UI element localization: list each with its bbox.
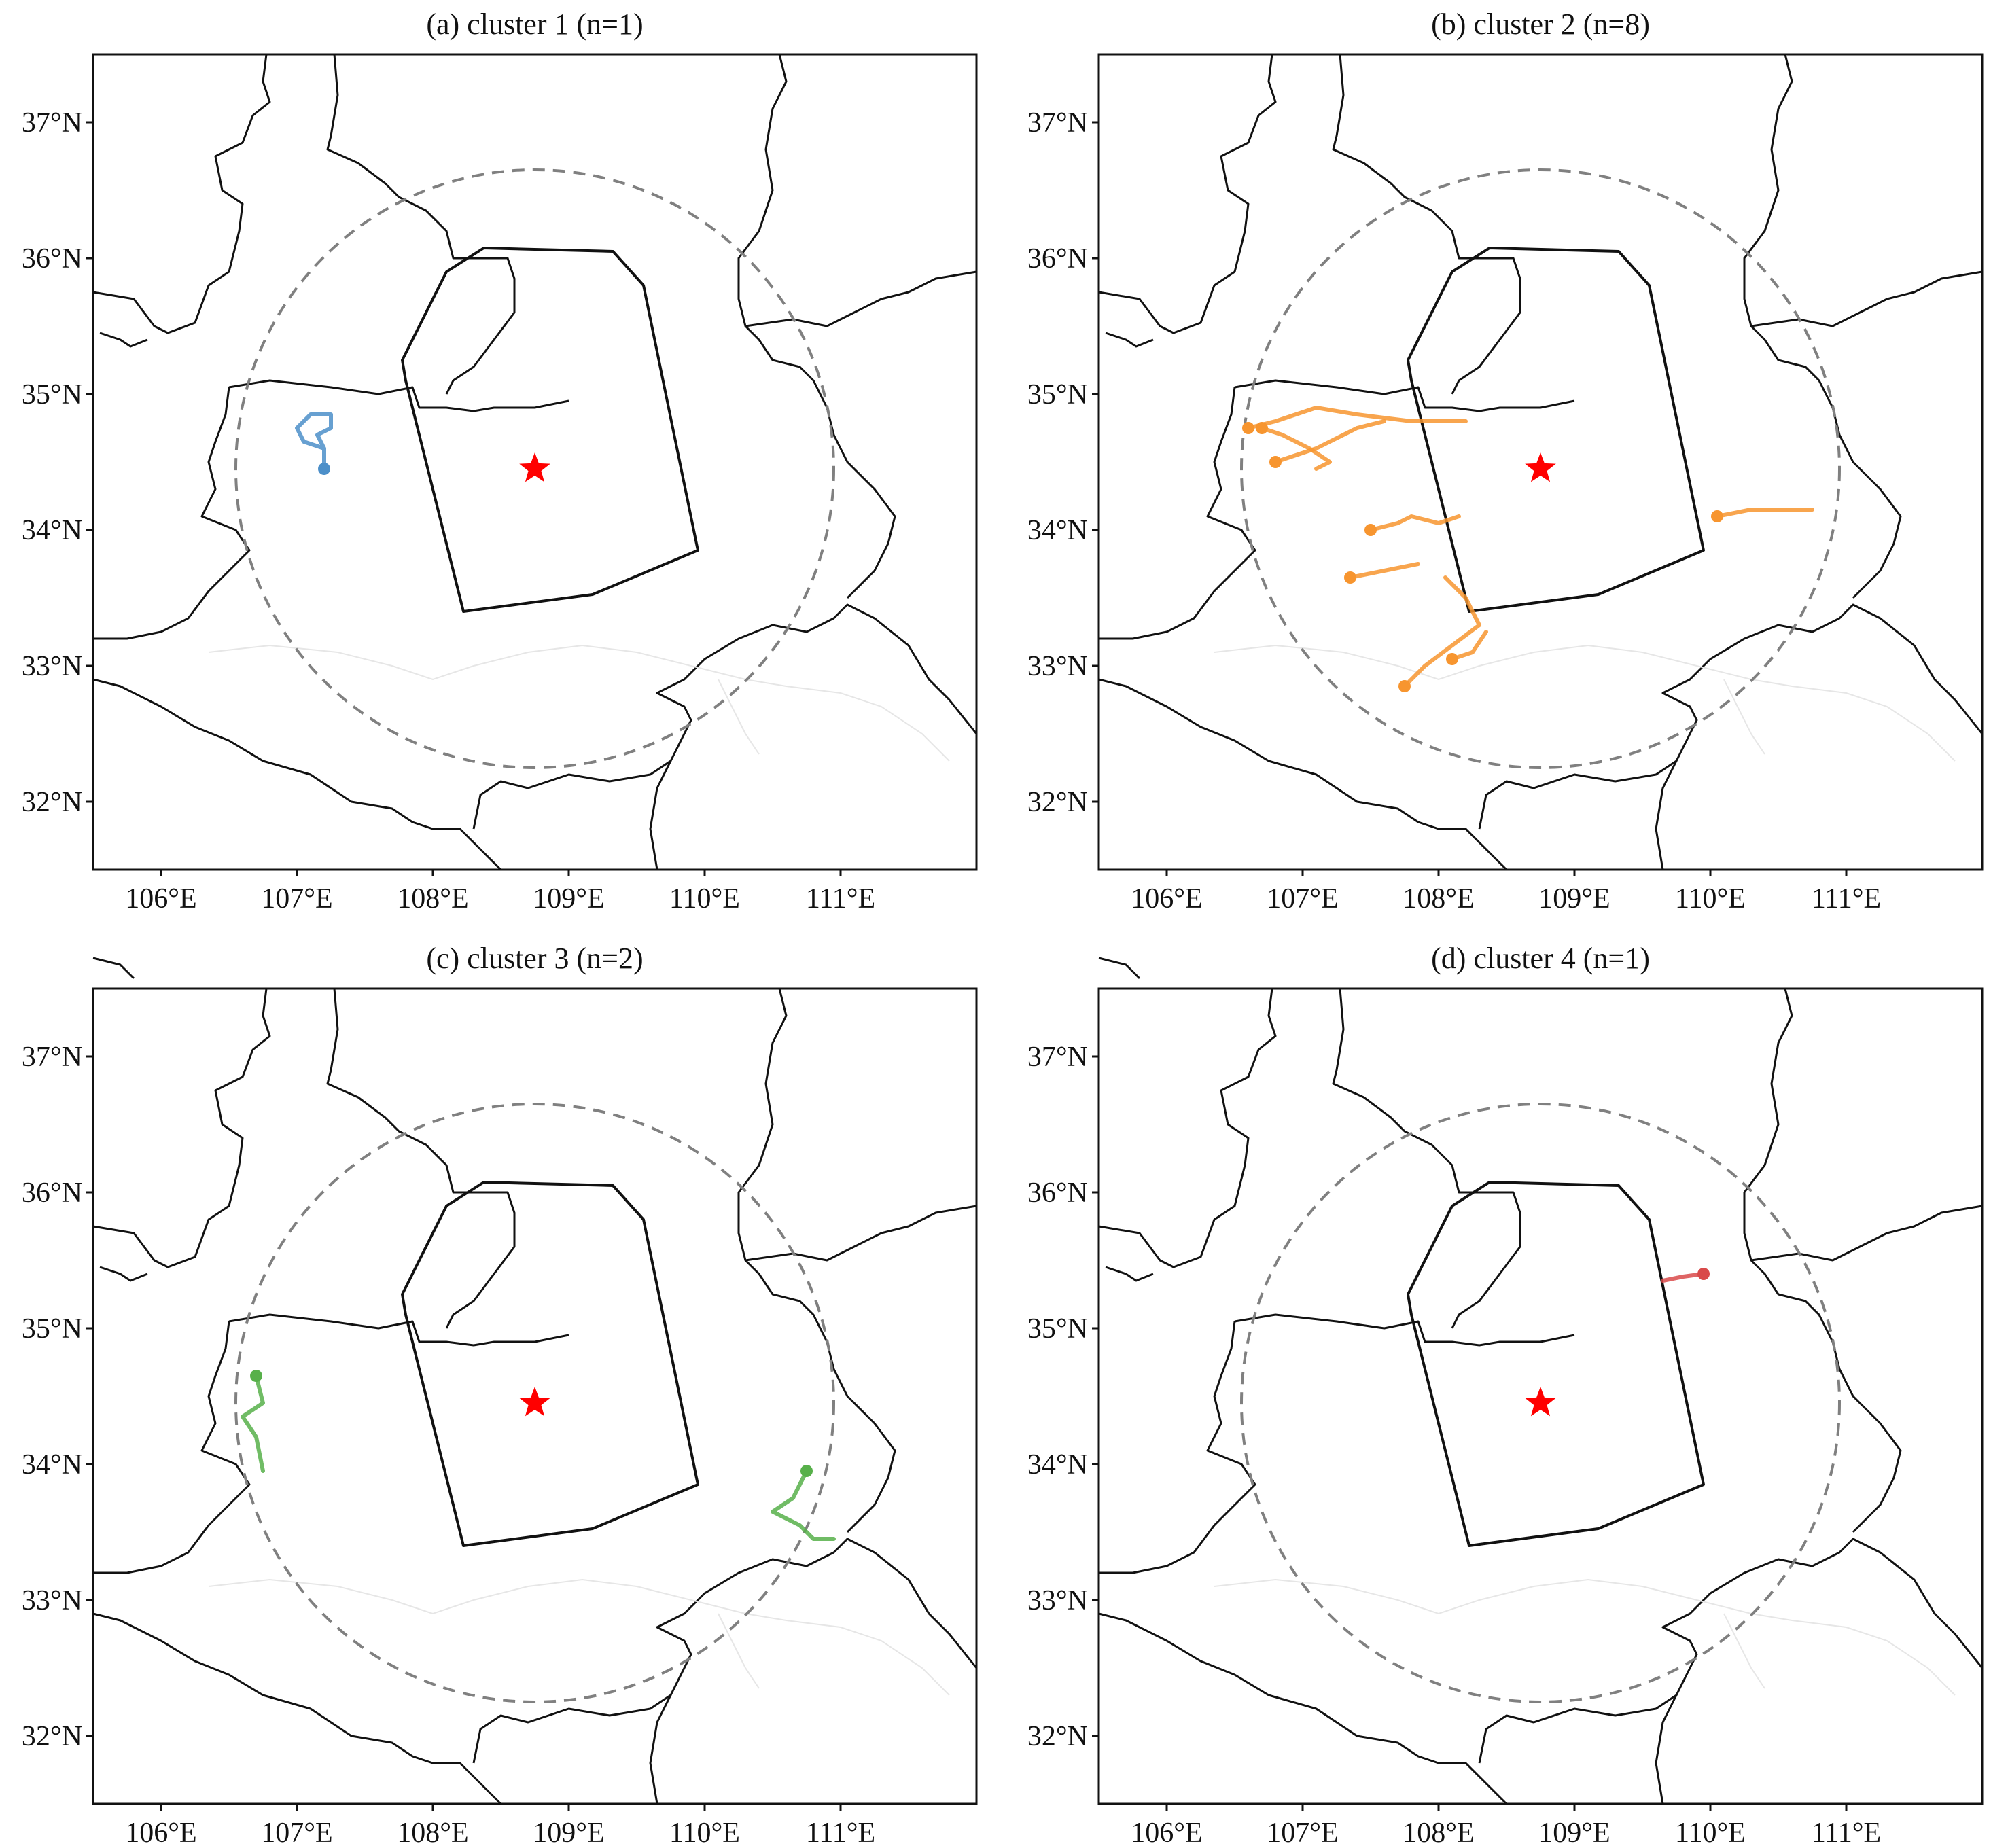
- x-tick-label: 110°E: [669, 883, 740, 914]
- boundary-lines: [92, 53, 978, 980]
- map-frame: [1097, 987, 1984, 1805]
- x-tick-label: 106°E: [125, 883, 196, 914]
- radius-circle: [234, 1103, 835, 1703]
- x-tick-label: 108°E: [397, 883, 468, 914]
- trajectory-start-point: [1711, 510, 1723, 522]
- trajectory-start-point: [1269, 456, 1282, 468]
- y-tick-label: 33°N: [22, 651, 82, 682]
- radius-circle: [1240, 1103, 1841, 1703]
- x-tick-label: 110°E: [669, 1817, 740, 1848]
- y-tick-label: 35°N: [22, 1313, 82, 1345]
- x-tick-label: 107°E: [1267, 883, 1338, 914]
- x-tick-label: 106°E: [1131, 883, 1202, 914]
- trajectory-line: [1260, 426, 1332, 471]
- y-tick-label: 32°N: [22, 1721, 82, 1752]
- trajectory-line: [1403, 575, 1481, 688]
- x-tick-label: 108°E: [1403, 1817, 1474, 1848]
- x-tick-label: 111°E: [806, 1817, 875, 1848]
- y-tick-label: 32°N: [1027, 1721, 1088, 1752]
- trajectory-start-point: [800, 1465, 813, 1477]
- trajectory-line: [1246, 406, 1468, 430]
- trajectory-start-point: [1446, 653, 1458, 665]
- x-tick-label: 108°E: [1403, 883, 1474, 914]
- y-tick-label: 33°N: [1027, 1585, 1088, 1616]
- trajectory-line: [241, 1374, 265, 1473]
- y-tick-label: 33°N: [22, 1585, 82, 1616]
- x-tick-label: 109°E: [1538, 1817, 1610, 1848]
- map-panel: (a) cluster 1 (n=1) 106°E 107°E 108°E 109°E 1…: [22, 7, 978, 980]
- panel-title: (d) cluster 4 (n=1): [1431, 942, 1650, 975]
- y-tick-label: 36°N: [22, 1177, 82, 1209]
- panel-title: (a) cluster 1 (n=1): [426, 7, 643, 41]
- trajectory-start-point: [318, 463, 330, 475]
- map-panel: (d) cluster 4 (n=1) 106°E 107°E 108°E 109°E 1…: [1027, 942, 1984, 1848]
- trajectory-start-point: [1398, 680, 1411, 692]
- trajectory-line: [771, 1469, 836, 1541]
- y-tick-label: 32°N: [22, 787, 82, 818]
- y-tick-label: 33°N: [1027, 651, 1088, 682]
- boundary-lines: [92, 987, 978, 1848]
- trajectory-start-point: [1256, 422, 1268, 434]
- trajectory-line: [1348, 562, 1420, 580]
- x-tick-label: 110°E: [1675, 1817, 1746, 1848]
- y-tick-label: 35°N: [1027, 1313, 1088, 1345]
- panel-title: (b) cluster 2 (n=8): [1431, 7, 1650, 41]
- x-tick-label: 107°E: [261, 1817, 332, 1848]
- y-tick-label: 34°N: [1027, 1449, 1088, 1480]
- y-tick-label: 37°N: [1027, 107, 1088, 139]
- y-tick-label: 32°N: [1027, 787, 1088, 818]
- map-frame: [92, 53, 978, 871]
- radius-circle: [234, 168, 835, 769]
- trajectory-line: [1715, 508, 1814, 518]
- map-panel: (b) cluster 2 (n=8) 106°E 107°E 108°E 109°E 1…: [1027, 7, 1984, 980]
- y-tick-label: 34°N: [22, 1449, 82, 1480]
- trajectory-line: [295, 412, 333, 471]
- trajectory-line: [1273, 419, 1386, 464]
- panel-title: (c) cluster 3 (n=2): [426, 942, 643, 975]
- x-tick-label: 108°E: [397, 1817, 468, 1848]
- x-tick-label: 111°E: [1812, 883, 1881, 914]
- trajectory-start-point: [1344, 571, 1356, 584]
- x-tick-label: 107°E: [261, 883, 332, 914]
- x-tick-label: 107°E: [1267, 1817, 1338, 1848]
- x-tick-label: 106°E: [125, 1817, 196, 1848]
- trajectory-line: [1661, 1272, 1706, 1283]
- trajectory-line: [1450, 630, 1488, 661]
- x-tick-label: 111°E: [1812, 1817, 1881, 1848]
- x-tick-label: 106°E: [1131, 1817, 1202, 1848]
- boundary-lines: [1097, 53, 1984, 980]
- y-tick-label: 34°N: [22, 515, 82, 546]
- center-star-icon: [519, 452, 550, 482]
- x-tick-label: 110°E: [1675, 883, 1746, 914]
- boundary-lines: [1097, 987, 1984, 1848]
- map-frame: [92, 987, 978, 1805]
- trajectory-start-point: [1364, 524, 1377, 536]
- x-tick-label: 109°E: [533, 883, 604, 914]
- y-tick-label: 36°N: [22, 243, 82, 274]
- y-tick-label: 34°N: [1027, 515, 1088, 546]
- y-tick-label: 37°N: [1027, 1042, 1088, 1073]
- y-tick-label: 35°N: [1027, 379, 1088, 410]
- map-frame: [1097, 53, 1984, 871]
- x-tick-label: 109°E: [533, 1817, 604, 1848]
- x-tick-label: 111°E: [806, 883, 875, 914]
- center-star-icon: [1525, 1387, 1556, 1417]
- trajectory-start-point: [250, 1370, 262, 1382]
- y-tick-label: 36°N: [1027, 243, 1088, 274]
- trajectory-line: [1369, 514, 1461, 532]
- center-star-icon: [1525, 452, 1556, 482]
- y-tick-label: 37°N: [22, 107, 82, 139]
- radius-circle: [1240, 168, 1841, 769]
- trajectory-start-point: [1242, 422, 1254, 434]
- map-panel: (c) cluster 3 (n=2) 106°E 107°E 108°E 109°E 1…: [22, 942, 978, 1848]
- x-tick-label: 109°E: [1538, 883, 1610, 914]
- center-star-icon: [519, 1387, 550, 1417]
- y-tick-label: 36°N: [1027, 1177, 1088, 1209]
- trajectory-start-point: [1697, 1268, 1710, 1280]
- y-tick-label: 37°N: [22, 1042, 82, 1073]
- y-tick-label: 35°N: [22, 379, 82, 410]
